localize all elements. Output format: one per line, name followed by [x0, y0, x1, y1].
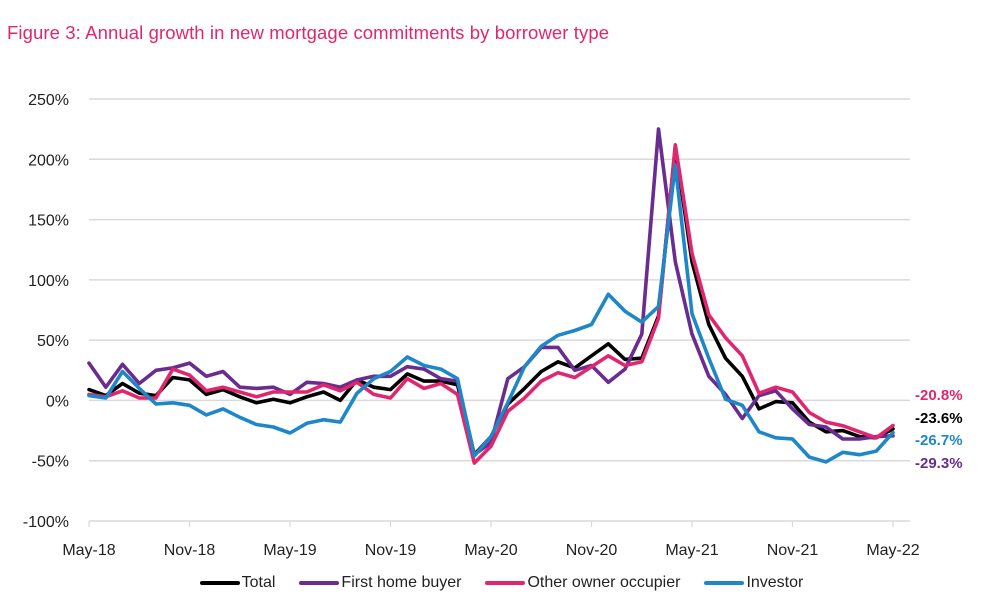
legend-swatch	[485, 581, 526, 585]
legend-item-investor: Investor	[704, 574, 803, 592]
legend-swatch	[199, 581, 240, 585]
y-tick-label: 250%	[28, 92, 69, 109]
x-tick-label: May-19	[263, 542, 316, 559]
series-line-other-owner-occupier	[87, 143, 895, 465]
x-tick-label: May-21	[665, 542, 718, 559]
legend-swatch	[704, 581, 745, 585]
y-tick-label: 0%	[46, 393, 69, 410]
x-tick-label: Nov-21	[767, 542, 819, 559]
x-tick-label: May-18	[62, 542, 115, 559]
gridlines	[89, 98, 910, 462]
legend-label: Investor	[746, 574, 804, 591]
x-tick-label: May-20	[464, 542, 517, 559]
legend-label: Other owner occupier	[527, 574, 681, 591]
legend-label: Total	[241, 574, 276, 591]
y-tick-label: 50%	[37, 333, 69, 350]
legend-swatch	[299, 581, 340, 585]
series-line-total	[87, 145, 895, 457]
legend: Total First home buyer Other owner occupie…	[0, 574, 1003, 592]
legend-item-first-home-buyer: First home buyer	[299, 574, 461, 592]
end-label-first-home-buyer: -29.3%	[915, 455, 963, 472]
series-line-investor	[87, 163, 895, 464]
chart-title: Figure 3: Annual growth in new mortgage …	[7, 22, 610, 43]
end-label-total: -23.6%	[915, 410, 963, 427]
legend-item-total: Total	[199, 574, 276, 592]
end-value-labels: -20.8% -23.6% -26.7% -29.3%	[915, 387, 963, 472]
x-axis	[88, 520, 910, 527]
legend-item-other-owner-occupier: Other owner occupier	[485, 574, 680, 592]
y-tick-label: -100%	[23, 514, 69, 531]
series-line-first-home-buyer	[87, 127, 895, 457]
y-tick-label: 200%	[28, 152, 69, 169]
y-tick-label: -50%	[32, 454, 69, 471]
x-tick-label: Nov-19	[365, 542, 417, 559]
x-tick-label: Nov-20	[566, 542, 618, 559]
y-axis-tick-labels: -100% -50% 0% 50% 100% 150% 200% 250%	[23, 92, 69, 531]
series-lines	[87, 127, 895, 465]
end-label-investor: -26.7%	[915, 432, 963, 449]
x-axis-tick-labels: May-18 Nov-18 May-19 Nov-19 May-20 Nov-20 May-…	[62, 542, 919, 559]
x-tick-label: Nov-18	[164, 542, 216, 559]
end-label-other-owner-occupier: -20.8%	[915, 387, 963, 404]
legend-label: First home buyer	[341, 574, 462, 591]
x-tick-label: May-22	[866, 542, 919, 559]
y-tick-label: 150%	[28, 213, 69, 230]
y-tick-label: 100%	[28, 273, 69, 290]
